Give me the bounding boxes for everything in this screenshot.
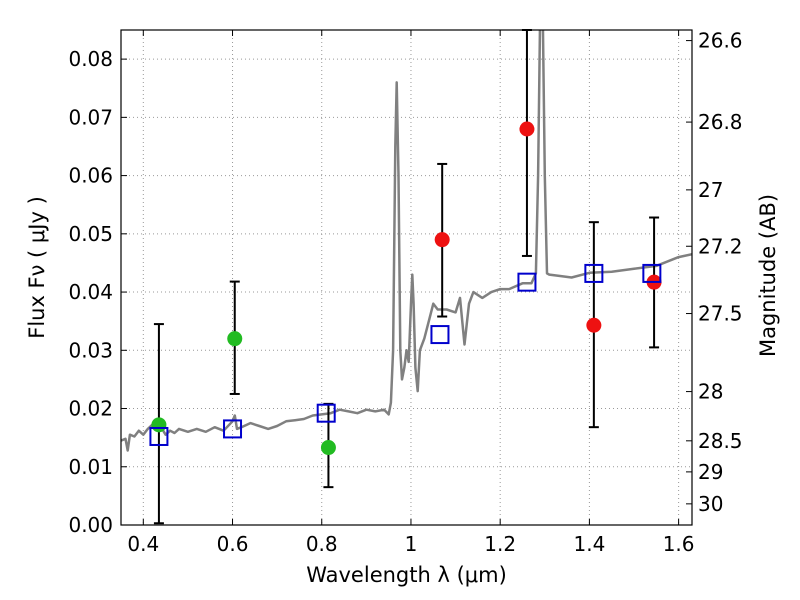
right-tick-label: 26.6 [698,29,743,53]
x-tick-label: 0.6 [217,532,249,556]
red-point [519,121,535,137]
model-photometry-square [517,272,537,292]
model-spectrum-line [121,30,692,452]
green-point [151,417,167,433]
model-photometry-square [642,263,662,283]
model-photometry-square [316,403,336,423]
right-tick-label: 27.5 [698,302,743,326]
y-tick-label: 0.06 [68,164,113,188]
model-photometry-square [149,426,169,446]
y-axis-label: Flux Fν ( μJy ) [25,196,49,339]
y-tick-label: 0.04 [68,280,113,304]
model-photometry-square [430,325,450,345]
y-tick-label: 0.02 [68,397,113,421]
model-photometry-square [223,419,243,439]
x-tick-label: 1.2 [484,532,516,556]
x-tick-label: 1.4 [573,532,605,556]
model-spectrum-layer [121,30,692,452]
grid [121,30,692,525]
plot-frame [120,29,693,526]
ticks [121,30,692,526]
y-tick-label: 0.08 [68,47,113,71]
right-tick-label: 28.5 [698,429,743,453]
x-tick-label: 1 [405,532,418,556]
red-point [434,232,450,248]
y-tick-label: 0.01 [68,455,113,479]
green-point [227,331,243,347]
right-tick-label: 28 [698,380,723,404]
green-point [320,440,336,456]
model-photometry-square [584,263,604,283]
y-tick-label: 0.03 [68,338,113,362]
right-tick-label: 29 [698,460,723,484]
x-axis-label: Wavelength λ (μm) [306,563,507,587]
right-tick-label: 27.2 [698,234,743,258]
y-tick-label: 0.07 [68,105,113,129]
x-tick-label: 1.6 [663,532,695,556]
x-tick-label: 0.8 [306,532,338,556]
y-tick-label: 0.00 [68,513,113,537]
y-tick-label: 0.05 [68,222,113,246]
tick-labels: 0.4 0.6 0.8 1 1.2 1.4 1.6 0.00 0.01 0.02 0.03 0.04 0… [68,29,742,556]
right-tick-label: 30 [698,492,723,516]
marker-layer [149,121,662,456]
x-tick-label: 0.4 [127,532,159,556]
red-point [586,317,602,333]
right-tick-label: 26.8 [698,110,743,134]
right-axis-label: Magnitude (AB) [756,194,780,357]
right-tick-label: 27 [698,178,723,202]
